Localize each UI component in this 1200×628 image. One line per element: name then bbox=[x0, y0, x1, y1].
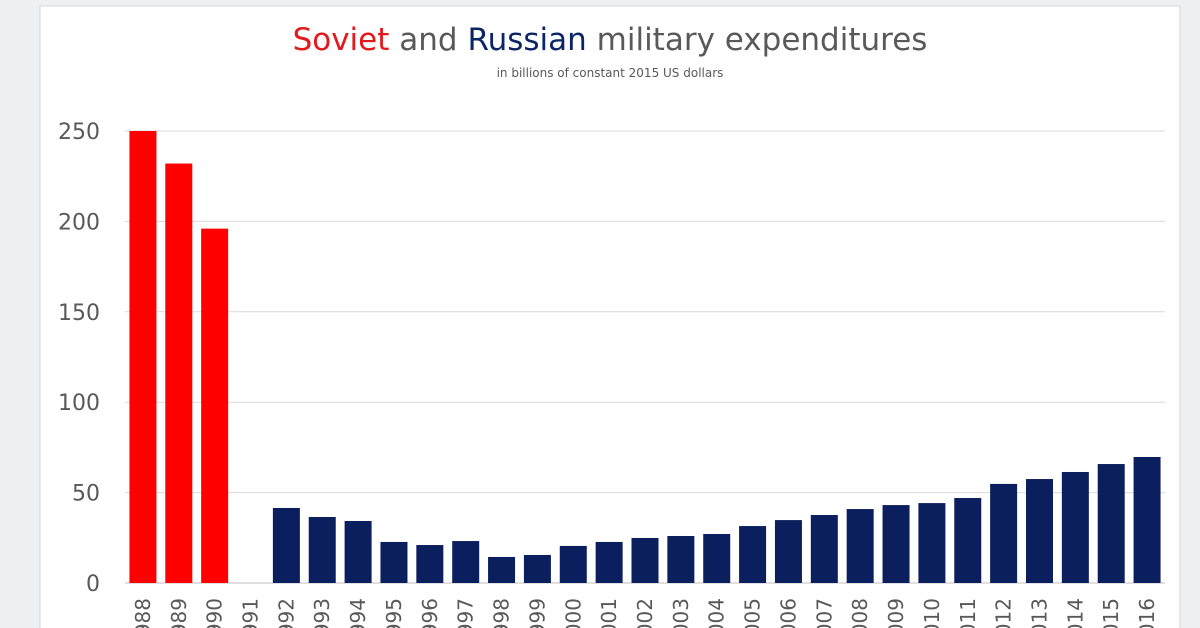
bar-russian-1996 bbox=[416, 545, 444, 583]
bar-russian-1998 bbox=[488, 556, 516, 583]
x-tick-label: 1993 bbox=[310, 598, 334, 628]
x-tick-label: 2006 bbox=[776, 598, 800, 628]
x-tick-label: 2002 bbox=[633, 598, 657, 628]
bar-russian-2007 bbox=[810, 515, 838, 583]
bar-russian-1995 bbox=[380, 541, 408, 583]
bar-russian-2004 bbox=[703, 534, 731, 583]
x-tick-label: 1989 bbox=[167, 598, 191, 628]
bar-russian-2009 bbox=[882, 505, 910, 583]
bar-russian-2000 bbox=[559, 545, 587, 583]
x-tick-label: 1995 bbox=[382, 598, 406, 628]
y-tick-label: 50 bbox=[72, 482, 100, 507]
x-tick-label: 2008 bbox=[848, 598, 872, 628]
bar-russian-2001 bbox=[595, 541, 623, 583]
x-tick-label: 2014 bbox=[1063, 598, 1087, 628]
x-tick-label: 2000 bbox=[561, 598, 585, 628]
x-tick-label: 2010 bbox=[920, 598, 944, 628]
x-tick-label: 1990 bbox=[203, 598, 227, 628]
x-tick-label: 1988 bbox=[131, 598, 155, 628]
chart-title: Soviet and Russian military expenditures bbox=[0, 22, 1200, 58]
title-and: and bbox=[389, 22, 468, 58]
bar-russian-2014 bbox=[1061, 471, 1089, 583]
x-tick-label: 1992 bbox=[274, 598, 298, 628]
bar-russian-1992 bbox=[272, 507, 300, 583]
y-tick-label: 200 bbox=[58, 210, 100, 235]
x-tick-label: 2009 bbox=[884, 598, 908, 628]
bar-russian-2010 bbox=[918, 503, 946, 583]
title-soviet: Soviet bbox=[292, 22, 390, 58]
x-tick-label: 1997 bbox=[454, 598, 478, 628]
y-tick-label: 150 bbox=[58, 301, 100, 326]
chart-subtitle: in billions of constant 2015 US dollars bbox=[496, 66, 724, 80]
y-tick-label: 250 bbox=[58, 120, 100, 145]
bar-russian-2016 bbox=[1133, 456, 1161, 583]
x-tick-label: 2011 bbox=[956, 598, 980, 628]
x-tick-label: 2016 bbox=[1135, 598, 1159, 628]
bar-russian-1999 bbox=[523, 554, 551, 583]
chart-panel bbox=[39, 5, 1181, 628]
x-tick-label: 2007 bbox=[812, 598, 836, 628]
bar-russian-2006 bbox=[774, 520, 802, 583]
bar-russian-2011 bbox=[954, 498, 982, 583]
bar-russian-1993 bbox=[308, 517, 336, 583]
x-tick-label: 1998 bbox=[490, 598, 514, 628]
title-russian: Russian bbox=[467, 22, 587, 58]
x-tick-label: 2005 bbox=[741, 598, 765, 628]
x-tick-label: 2001 bbox=[597, 598, 621, 628]
x-tick-label: 2012 bbox=[992, 598, 1016, 628]
x-tick-label: 1994 bbox=[346, 598, 370, 628]
x-tick-label: 2013 bbox=[1027, 598, 1051, 628]
bar-russian-1994 bbox=[344, 520, 372, 583]
x-tick-label: 1999 bbox=[525, 598, 549, 628]
x-tick-label: 1991 bbox=[239, 598, 263, 628]
y-tick-label: 100 bbox=[58, 391, 100, 416]
bar-russian-2015 bbox=[1097, 464, 1125, 583]
bar-russian-2012 bbox=[990, 483, 1018, 583]
bar-russian-1997 bbox=[452, 541, 480, 583]
bar-soviet-1988 bbox=[129, 131, 157, 583]
x-tick-label: 1996 bbox=[418, 598, 442, 628]
x-tick-label: 2003 bbox=[669, 598, 693, 628]
y-tick-label: 0 bbox=[86, 572, 100, 597]
title-rest: military expenditures bbox=[586, 22, 928, 58]
x-tick-label: 2015 bbox=[1099, 598, 1123, 628]
x-tick-label: 2004 bbox=[705, 598, 729, 628]
bar-russian-2005 bbox=[739, 526, 767, 583]
bar-russian-2002 bbox=[631, 537, 659, 583]
bar-soviet-1989 bbox=[165, 163, 193, 583]
bar-russian-2008 bbox=[846, 509, 874, 583]
bar-russian-2013 bbox=[1025, 479, 1053, 583]
bar-soviet-1990 bbox=[201, 228, 229, 583]
bar-russian-2003 bbox=[667, 535, 695, 583]
